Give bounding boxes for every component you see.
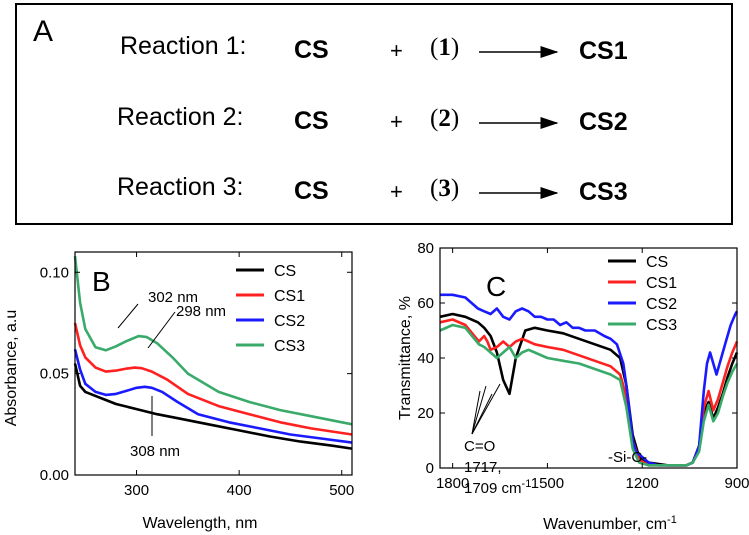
reaction-scheme-panel: A Reaction 1: CS + (1) CS1 Reaction 2: C…: [15, 3, 733, 225]
x-tick-label: 1800: [436, 475, 469, 492]
x-tick-label: 1500: [531, 475, 564, 492]
annotation-si-c: -Si-C-: [608, 449, 647, 466]
ftir-transmittance-chart: C Transmittance, % Wavenumber, cm-1 C=O …: [397, 240, 749, 533]
legend-label-cs: CS: [646, 254, 668, 271]
x-tick-label: 900: [724, 475, 749, 492]
reaction-1-reactant: CS: [294, 36, 329, 64]
series-line-cs2: [440, 293, 739, 467]
uv-vis-absorbance-chart: B Absorbance, a.u Wavelength, nm 302 nm …: [3, 251, 354, 532]
annotation-308-nm: 308 nm: [130, 443, 180, 460]
series-line-cs: [73, 363, 353, 450]
chart-b-panel-label: B: [92, 266, 111, 297]
chart-b-legend: CS CS1 CS2 CS3: [236, 263, 305, 355]
annotation-298-arrow: [147, 311, 176, 349]
chart-c-ylabel: Transmittance, %: [397, 296, 414, 420]
reaction-3-reactant: CS: [294, 177, 329, 205]
chart-c-legend: CS CS1 CS2 CS3: [608, 254, 677, 334]
y-tick-label: 0.00: [40, 467, 69, 484]
reaction-3-name: Reaction 3:: [117, 173, 244, 201]
reaction-3-reagent: (3): [430, 175, 460, 202]
legend-label-cs: CS: [274, 263, 296, 280]
chart-b-xlabel: Wavelength, nm: [142, 515, 257, 532]
y-tick-label: 60: [417, 295, 434, 312]
annotation-302-arrow: [117, 303, 139, 329]
series-line-cs3: [73, 255, 353, 426]
legend-label-cs1: CS1: [274, 288, 305, 305]
annotation-1709: 1709 cm-1: [464, 478, 531, 497]
reaction-arrows: [479, 46, 559, 199]
x-tick-label: 300: [124, 482, 149, 499]
reaction-2-name: Reaction 2:: [117, 103, 244, 131]
y-tick-label: 20: [417, 405, 434, 422]
x-tick-label: 400: [227, 482, 252, 499]
reaction-2-product: CS2: [579, 108, 628, 136]
reaction-3-product: CS3: [579, 178, 628, 206]
plot-frame: [74, 251, 353, 476]
series-line-cs1: [73, 322, 353, 436]
chart-c-xlabel: Wavenumber, cm-1: [543, 514, 677, 533]
y-tick-label: 80: [417, 240, 434, 257]
reaction-1-plus: +: [390, 38, 403, 63]
y-tick-label: 0.10: [40, 264, 69, 281]
annotation-c-o: C=O: [464, 438, 495, 455]
series-line-cs2: [73, 348, 353, 444]
y-tick-label: 0.05: [40, 366, 69, 383]
reaction-1-name: Reaction 1:: [120, 32, 247, 60]
x-tick-label: 1200: [626, 475, 659, 492]
reaction-1-reagent: (1): [430, 34, 460, 61]
reaction-2-plus: +: [390, 109, 403, 134]
carbonyl-annotation-arrows: [471, 383, 501, 435]
legend-label-cs2: CS2: [274, 313, 305, 330]
chart-c-panel-label: C: [486, 271, 506, 302]
legend-label-cs2: CS2: [646, 296, 677, 313]
annotation-302-nm: 302 nm: [148, 289, 198, 306]
legend-label-cs1: CS1: [646, 275, 677, 292]
chart-b-ylabel: Absorbance, a.u: [3, 310, 20, 427]
series-line-cs3: [439, 323, 739, 467]
reaction-1-product: CS1: [579, 37, 628, 65]
reaction-3-plus: +: [390, 179, 403, 204]
y-tick-label: 40: [417, 350, 434, 367]
legend-label-cs3: CS3: [646, 317, 677, 334]
series-line-cs1: [439, 318, 739, 467]
reaction-2-reagent: (2): [430, 105, 460, 132]
panel-a-label: A: [33, 15, 54, 48]
reaction-2-reactant: CS: [294, 107, 329, 135]
x-tick-label: 500: [329, 482, 354, 499]
annotation-298-nm: 298 nm: [176, 303, 226, 320]
legend-label-cs3: CS3: [274, 338, 305, 355]
y-tick-label: 0: [426, 460, 434, 477]
